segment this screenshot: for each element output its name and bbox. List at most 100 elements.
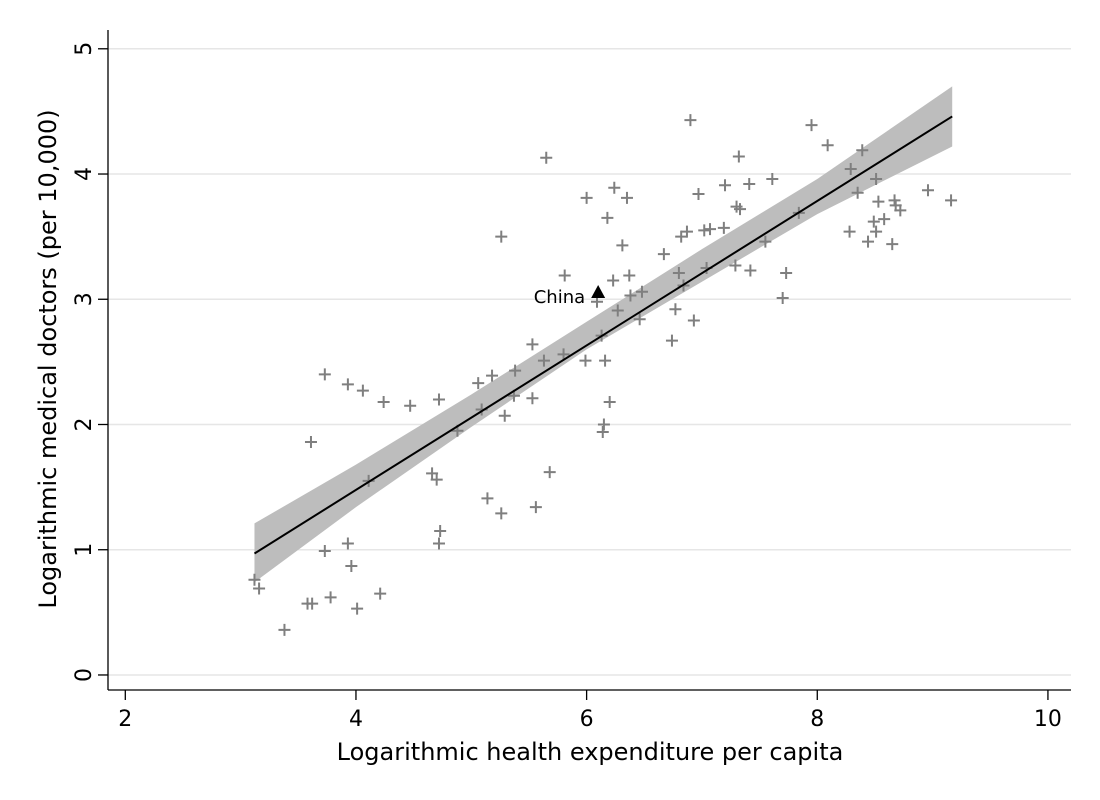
data-point-57 [633, 313, 646, 326]
data-point-28 [495, 507, 508, 520]
data-point-41 [579, 354, 592, 367]
y-tick-label-1: 1 [72, 543, 97, 557]
data-point-54 [620, 191, 633, 204]
data-point-101 [921, 184, 934, 197]
data-point-50 [607, 274, 620, 287]
data-point-86 [821, 139, 834, 152]
data-point-85 [805, 119, 818, 132]
y-tick-label-4: 4 [72, 167, 97, 181]
data-point-100 [894, 204, 907, 217]
data-point-53 [616, 239, 629, 252]
data-point-39 [557, 348, 570, 361]
data-point-27 [486, 369, 499, 382]
data-point-35 [529, 501, 542, 514]
data-point-96 [878, 213, 891, 226]
data-point-89 [851, 186, 864, 199]
data-point-42 [580, 191, 593, 204]
data-point-20 [432, 393, 445, 406]
data-point-94 [870, 225, 883, 238]
data-point-19 [430, 473, 443, 486]
data-point-24 [472, 377, 485, 390]
data-point-92 [867, 215, 880, 228]
data-point-51 [608, 181, 621, 194]
data-point-8 [324, 591, 337, 604]
data-point-78 [743, 178, 756, 191]
data-point-36 [537, 354, 550, 367]
x-tick-label-4: 4 [349, 707, 363, 732]
data-point-65 [680, 225, 693, 238]
data-point-52 [611, 304, 624, 317]
x-tick-label-10: 10 [1034, 707, 1062, 732]
data-point-81 [766, 173, 779, 186]
data-point-73 [719, 179, 732, 192]
data-point-26 [481, 492, 494, 505]
data-point-34 [526, 392, 539, 405]
fit-line-group [253, 115, 953, 555]
data-point-60 [665, 334, 678, 347]
data-point-82 [776, 292, 789, 305]
x-axis-title: Logarithmic health expenditure per capit… [337, 738, 844, 766]
data-point-91 [862, 235, 875, 248]
data-point-74 [729, 259, 742, 272]
data-point-68 [692, 188, 705, 201]
y-axis-title: Logarithmic medical doctors (per 10,000) [34, 109, 62, 608]
data-point-1 [253, 582, 266, 595]
data-point-21 [432, 537, 445, 550]
data-point-0 [248, 573, 261, 586]
data-point-9 [341, 378, 354, 391]
data-point-90 [856, 144, 869, 157]
data-point-33 [526, 338, 539, 351]
data-point-69 [698, 224, 711, 237]
data-point-16 [377, 395, 390, 408]
data-point-11 [345, 560, 358, 573]
highlight-marker-triangle [591, 284, 606, 298]
data-point-79 [744, 264, 757, 277]
data-point-93 [870, 173, 883, 186]
x-tick-label-6: 6 [580, 707, 594, 732]
data-point-10 [341, 537, 354, 550]
highlight-group: China [534, 284, 606, 308]
data-point-37 [540, 151, 553, 164]
data-point-29 [495, 230, 508, 243]
data-point-4 [306, 597, 319, 610]
y-tick-label-2: 2 [72, 417, 97, 431]
y-tick-label-3: 3 [72, 292, 97, 306]
data-point-63 [675, 230, 688, 243]
data-point-6 [318, 368, 331, 381]
data-point-40 [558, 269, 571, 282]
data-point-58 [635, 285, 648, 298]
data-point-45 [596, 426, 609, 439]
data-point-71 [704, 223, 717, 236]
data-point-15 [374, 587, 387, 600]
data-point-55 [623, 269, 636, 282]
data-point-66 [684, 114, 697, 127]
axes: 0 1 2 3 4 5 2 4 6 8 10 [72, 30, 1071, 732]
data-point-95 [872, 195, 885, 208]
y-tick-label-0: 0 [72, 668, 97, 682]
data-point-62 [672, 266, 685, 279]
data-point-98 [888, 194, 901, 207]
data-point-47 [599, 354, 612, 367]
data-point-2 [278, 623, 291, 636]
data-point-77 [734, 203, 747, 216]
data-point-32 [509, 364, 522, 377]
data-point-76 [732, 150, 745, 163]
data-point-7 [318, 544, 331, 557]
x-tick-label-8: 8 [810, 707, 824, 732]
data-point-46 [597, 418, 610, 431]
data-point-12 [351, 602, 364, 615]
data-point-72 [717, 221, 730, 234]
data-point-5 [304, 436, 317, 449]
data-point-61 [669, 303, 682, 316]
data-point-97 [886, 238, 899, 251]
data-point-67 [687, 314, 700, 327]
data-point-30 [498, 409, 511, 422]
data-point-83 [780, 266, 793, 279]
data-point-38 [543, 466, 556, 479]
fit-line [253, 115, 953, 555]
highlight-label: China [534, 287, 585, 308]
y-tick-label-5: 5 [72, 42, 97, 56]
data-point-22 [434, 524, 447, 537]
data-point-17 [404, 399, 417, 412]
